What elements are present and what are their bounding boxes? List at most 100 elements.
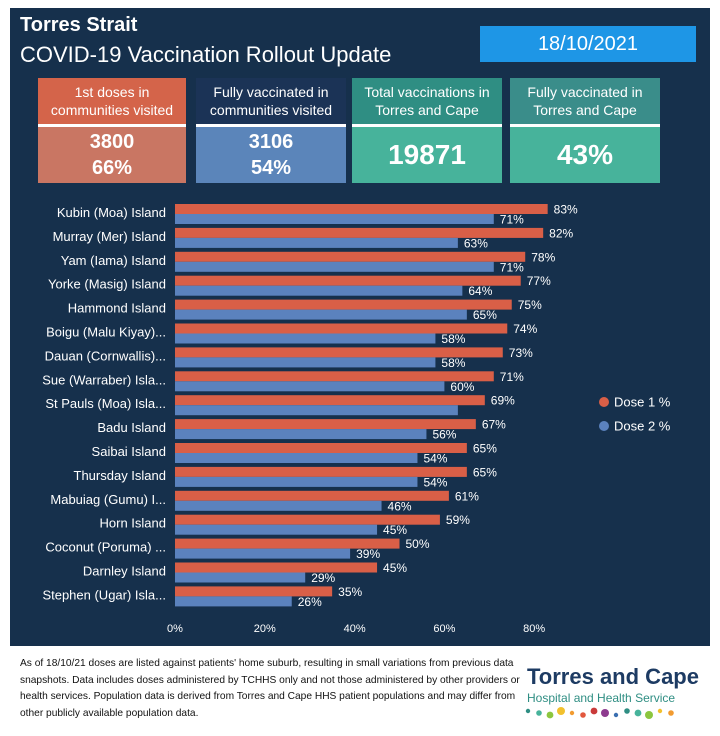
category-label: Kubin (Moa) Island (57, 205, 166, 220)
dose2-data-label: 65% (473, 308, 497, 322)
dose1-data-label: 74% (513, 322, 537, 336)
kpi-value-percent: 66% (91, 157, 133, 179)
dose1-data-label: 35% (338, 585, 362, 599)
category-label: Dauan (Cornwallis)... (45, 348, 166, 363)
data-footnote: As of 18/10/21 doses are listed against … (20, 658, 520, 719)
kpi-card-label: Fully vaccinated in communities visited (196, 78, 346, 127)
logo-dot (546, 711, 554, 719)
x-axis-tick-label: 0% (167, 623, 183, 635)
logo-dot (557, 707, 565, 715)
logo-subtitle: Hospital and Health Service (527, 691, 676, 705)
logo-dot (590, 707, 598, 715)
dose2-data-label: 26% (298, 595, 322, 609)
logo-dot (569, 710, 575, 716)
dose1-data-label: 75% (518, 298, 542, 312)
dose2-data-label: 56% (432, 428, 456, 442)
report-subtitle: COVID-19 Vaccination Rollout Update (20, 42, 392, 67)
category-label: Yorke (Masig) Island (48, 277, 166, 292)
kpi-card-total-vaccinations: Total vaccinations in Torres and Cape 19… (352, 78, 502, 183)
dose2-data-label: 63% (464, 236, 488, 250)
dose1-bar (175, 371, 494, 382)
category-label: Coconut (Poruma) ... (45, 540, 166, 555)
dose1-data-label: 59% (446, 513, 470, 527)
logo-dot (657, 708, 663, 714)
dose1-bar (175, 538, 400, 549)
dose2-bar (175, 285, 463, 296)
legend-label: Dose 1 % (614, 395, 671, 410)
logo-dot (668, 710, 674, 716)
dose1-data-label: 82% (549, 226, 573, 240)
dose2-bar (175, 214, 494, 224)
logo-dots-graphic (525, 707, 674, 719)
x-axis-tick-label: 20% (254, 623, 276, 635)
dose1-bar (175, 514, 440, 525)
dose1-data-label: 73% (509, 346, 533, 360)
logo-dot (525, 708, 531, 714)
dose2-data-label: 46% (388, 499, 412, 513)
dose1-data-label: 65% (473, 465, 497, 479)
dose2-data-label: 71% (500, 213, 524, 227)
legend-label: Dose 2 % (614, 419, 671, 434)
dose1-bar (175, 275, 521, 286)
dose2-data-label: 54% (423, 452, 447, 466)
category-label: Stephen (Ugar) Isla... (42, 587, 166, 602)
dose2-bar (175, 500, 382, 511)
dose1-data-label: 67% (482, 418, 506, 432)
kpi-value-percent: 43% (556, 139, 614, 170)
dose1-data-label: 65% (473, 442, 497, 456)
kpi-card-label: 1st doses in communities visited (38, 78, 186, 127)
kpi-card-body: 3800 66% (38, 127, 186, 183)
category-label: Yam (Iama) Island (61, 253, 166, 268)
category-label: Murray (Mer) Island (53, 229, 166, 244)
kpi-card-body: 19871 (352, 127, 502, 183)
dose1-bar (175, 419, 476, 430)
dose2-bar (175, 261, 494, 272)
category-label: Badu Island (97, 420, 166, 435)
dose1-bar (175, 323, 508, 334)
x-axis-tick-label: 40% (344, 623, 366, 635)
dose1-bar (175, 227, 544, 238)
logo-dot (580, 712, 586, 718)
dose2-data-label: 58% (441, 332, 465, 346)
dose2-bar (175, 381, 445, 392)
dose2-bar (175, 453, 418, 463)
kpi-card-first-doses-communities: 1st doses in communities visited 3800 66… (38, 78, 186, 183)
dose1-data-label: 71% (500, 370, 524, 384)
dose2-bar (175, 596, 292, 607)
dose2-data-label: 64% (468, 284, 492, 298)
dose1-data-label: 78% (531, 250, 555, 264)
kpi-card-fully-vaccinated-communities: Fully vaccinated in communities visited … (196, 78, 346, 183)
report-date-badge: 18/10/2021 (480, 26, 696, 62)
dose2-data-label: 39% (356, 547, 380, 561)
dose2-bar (175, 524, 378, 535)
dose-coverage-bar-chart: Kubin (Moa) Island 83% 71% Murray (Mer) Isl… (42, 203, 671, 636)
category-label: Horn Island (100, 516, 166, 531)
dose1-bar (175, 586, 333, 597)
dose1-bar (175, 204, 548, 214)
dose2-data-label: 58% (441, 356, 465, 370)
logo-dot (601, 709, 609, 717)
kpi-value-count: 19871 (388, 139, 466, 170)
dose1-data-label: 50% (406, 537, 430, 551)
logo-wordmark: Torres and Cape (527, 664, 699, 689)
kpi-value-percent: 54% (250, 157, 292, 179)
dose1-data-label: 61% (455, 489, 479, 503)
dose2-data-label: 29% (311, 571, 335, 585)
dose1-bar (175, 299, 512, 310)
report-title: Torres Strait (20, 14, 138, 36)
category-label: Saibai Island (92, 444, 166, 459)
dose1-data-label: 45% (383, 561, 407, 575)
kpi-card-body: 43% (510, 127, 660, 183)
dose2-data-label: 45% (383, 523, 407, 537)
kpi-card-body: 3106 54% (196, 127, 346, 183)
dose1-data-label: 69% (491, 394, 515, 408)
dose2-bar (175, 357, 436, 368)
dose1-bar (175, 466, 467, 477)
dose2-bar (175, 309, 467, 320)
dose1-bar (175, 562, 378, 573)
dose1-bar (175, 251, 526, 262)
legend-marker (599, 421, 609, 431)
category-label: Darnley Island (83, 564, 166, 579)
logo-dot (634, 709, 642, 717)
dose1-bar (175, 443, 467, 453)
